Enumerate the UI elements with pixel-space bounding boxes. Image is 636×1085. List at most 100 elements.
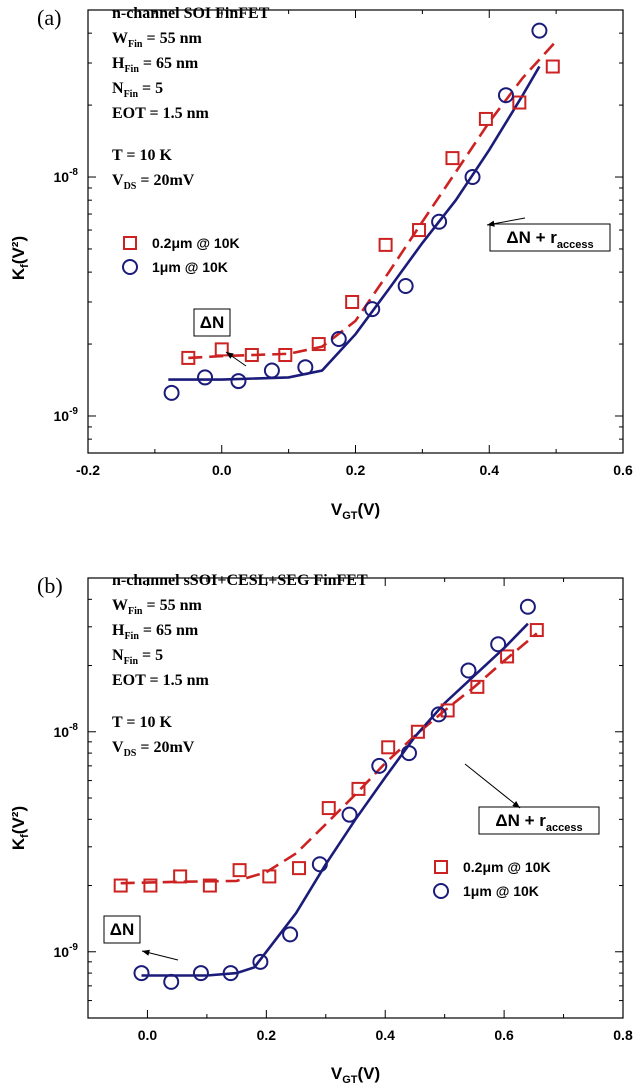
y-tick-label: 10-8 [54,167,79,185]
annotation-arrowhead [487,220,495,227]
data-point-circle [222,965,239,982]
x-tick-label: 0.2 [346,462,366,478]
data-point-circle [311,856,328,873]
data-point-circle [401,745,417,762]
data-point-circle [464,169,481,186]
data-point-circle [497,87,514,104]
device-param: EOT = 1.5 nm [112,672,210,689]
annotation-box [103,915,141,944]
data-point-circle [252,953,269,970]
data-point-square [545,59,560,74]
x-axis-label: VGT(V) [331,1064,380,1085]
legend-label: 1μm @ 10K [152,259,228,275]
device-param: WFin = 55 nm [112,597,202,617]
panel-a: -0.2 0.0 0.2 0.4 0.6 10-9 10-8 VGT(V) Kf(V²) (a) n… [9,5,633,522]
data-point-circle [430,706,447,723]
device-param: NFin = 5 [112,80,163,100]
device-param: HFin = 65 nm [112,622,199,642]
legend-marker [123,236,137,250]
device-param: EOT = 1.5 nm [112,105,210,122]
fit-curve-dashed [120,632,538,885]
annotation-label: ΔN + raccess [495,811,582,834]
annotation-arrowhead [512,800,520,808]
data-point-square [278,347,293,362]
data-point-square [202,878,217,893]
legend-label: 0.2μm @ 10K [463,859,551,875]
y-tick-label: 10-8 [54,722,79,740]
fit-curve-dashed [188,40,558,360]
data-point-square [440,703,455,718]
data-point-circle [230,373,247,390]
panel-label: (a) [37,5,61,30]
data-point-circle [197,369,214,386]
data-point-circle [364,301,381,318]
annotation-arrowhead [226,352,234,359]
x-tick-label: 0.2 [257,1027,277,1043]
test-condition: VDS = 20mV [112,172,195,192]
test-condition: VDS = 20mV [112,739,195,759]
device-title: n-channel sSOI+CESL+SEG FinFET [112,572,368,589]
y-tick-label: 10-9 [54,942,79,960]
device-param: HFin = 65 nm [112,55,199,75]
data-point-square [478,111,493,126]
data-point-circle [263,362,280,379]
data-point-square [214,342,229,357]
data-point-square [410,724,425,739]
device-title: n-channel SOI FinFET [112,5,270,22]
device-param: NFin = 5 [112,647,163,667]
data-point-square [500,649,515,664]
x-tick-label: 0.4 [480,462,500,478]
data-point-circle [490,636,507,653]
test-condition: T = 10 K [112,147,173,164]
data-point-square [262,869,277,884]
fit-curve-solid [168,65,541,381]
data-point-square [232,863,247,878]
data-point-square [529,623,544,638]
annotation-label: ΔN [200,313,225,332]
x-tick-label: -0.2 [76,462,100,478]
panel-label: (b) [37,573,63,598]
annotation-arrow [464,763,521,809]
data-point-circle [460,662,477,679]
x-tick-label: 0.6 [494,1027,514,1043]
x-tick-label: 0.0 [138,1027,158,1043]
test-condition: T = 10 K [112,714,173,731]
data-point-square [412,223,427,238]
x-tick-label: 0.4 [375,1027,395,1043]
data-point-circle [192,965,209,982]
y-axis-label: Kf(V²) [9,806,31,850]
data-point-square [143,878,158,893]
data-point-circle [297,359,314,376]
data-point-circle [133,965,150,982]
legend-label: 0.2μm @ 10K [152,235,240,251]
y-tick-label: 10-9 [54,406,79,424]
legend-marker [122,259,138,275]
legend-marker [434,860,448,874]
x-axis-label: VGT(V) [331,500,380,522]
y-axis-label: Kf(V²) [9,236,31,280]
data-point-square [292,861,307,876]
data-point-square [244,347,259,362]
data-point-circle [163,384,180,401]
data-point-circle [163,973,180,990]
data-point-square [321,801,336,816]
legend-label: 1μm @ 10K [463,883,539,899]
x-tick-label: 0.0 [212,462,232,478]
data-point-circle [371,757,388,774]
data-point-circle [282,926,299,943]
data-point-square [311,337,326,352]
device-param: WFin = 55 nm [112,30,202,50]
data-point-circle [341,806,358,823]
data-point-circle [330,330,347,347]
data-point-square [173,869,188,884]
data-point-square [445,151,460,166]
annotation-box [478,806,600,835]
data-point-square [345,294,360,309]
data-point-square [113,878,128,893]
data-point-square [378,237,393,252]
annotation-label: ΔN [110,920,135,939]
annotation-label: ΔN + raccess [506,228,593,251]
legend-marker [433,883,449,899]
x-tick-label: 0.8 [613,1027,633,1043]
